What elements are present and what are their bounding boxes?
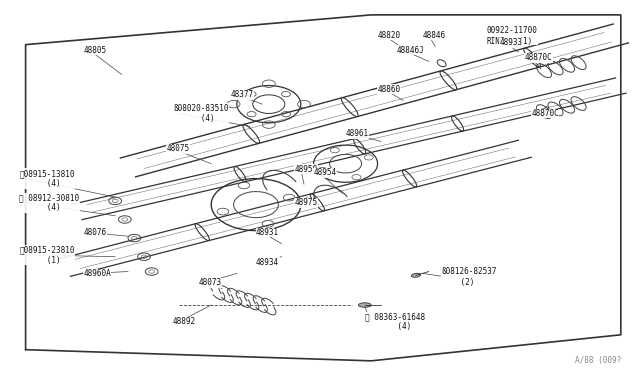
Text: Ⓝ 08912-30810
      (4): Ⓝ 08912-30810 (4) xyxy=(19,193,79,212)
Text: 48934: 48934 xyxy=(256,258,279,267)
Text: 48846J: 48846J xyxy=(397,46,424,55)
Text: A/88 (009?: A/88 (009? xyxy=(575,356,621,365)
Text: 48820: 48820 xyxy=(378,31,401,40)
Text: Ⓦ08915-23810
      (1): Ⓦ08915-23810 (1) xyxy=(19,245,75,264)
Text: 48870C: 48870C xyxy=(531,109,559,118)
Text: 48377: 48377 xyxy=(230,90,253,99)
Text: 48975: 48975 xyxy=(294,198,317,207)
Text: 48933: 48933 xyxy=(499,38,522,47)
Text: 48076: 48076 xyxy=(83,228,106,237)
Text: 48961: 48961 xyxy=(346,129,369,138)
Text: 48870C: 48870C xyxy=(525,53,552,62)
Text: 48846: 48846 xyxy=(422,31,445,40)
Text: 48931: 48931 xyxy=(256,228,279,237)
Text: 48805: 48805 xyxy=(83,46,106,55)
Ellipse shape xyxy=(358,303,371,307)
Text: 48892: 48892 xyxy=(173,317,196,326)
Ellipse shape xyxy=(412,273,420,277)
Text: 48860: 48860 xyxy=(378,85,401,94)
Text: Ⓦ08915-13810
      (4): Ⓦ08915-13810 (4) xyxy=(19,169,75,188)
Text: 48073: 48073 xyxy=(198,278,221,287)
Text: 00922-11700
RINGリング(1): 00922-11700 RINGリング(1) xyxy=(486,26,537,45)
Text: Ⓢ 08363-61648
       (4): Ⓢ 08363-61648 (4) xyxy=(365,312,425,331)
Text: 48960A: 48960A xyxy=(83,269,111,278)
Text: ß08126-82537
    (2): ß08126-82537 (2) xyxy=(442,267,497,287)
Text: 48075: 48075 xyxy=(166,144,189,153)
Text: 48950: 48950 xyxy=(294,165,317,174)
Text: ß08020-83510
      (4): ß08020-83510 (4) xyxy=(173,104,228,123)
Text: 48954: 48954 xyxy=(314,169,337,177)
